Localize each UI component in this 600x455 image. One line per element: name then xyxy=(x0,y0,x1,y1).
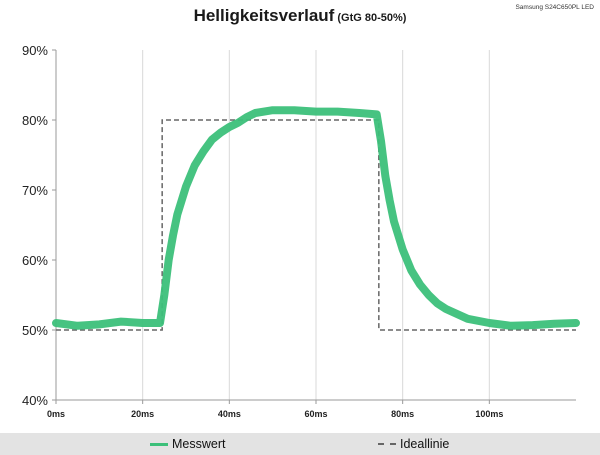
series-line-messwert xyxy=(52,106,580,330)
legend-label-messwert: Messwert xyxy=(172,437,226,451)
legend: Messwert Ideallinie xyxy=(0,433,600,455)
chart-title-block: Helligkeitsverlauf (GtG 80-50%) xyxy=(0,6,600,26)
chart-subtitle: (GtG 80-50%) xyxy=(337,12,407,24)
chart-plot: 40% 50% 60% 70% 80% 90% 0ms 20ms 40ms 60ms 80ms 100… xyxy=(22,43,580,419)
y-tick-label: 40% xyxy=(22,393,48,408)
x-tick-label: 20ms xyxy=(131,409,154,419)
legend-item-messwert: Messwert xyxy=(150,435,225,453)
y-tick-label: 80% xyxy=(22,113,48,128)
y-tick-label: 70% xyxy=(22,183,48,198)
y-tick-label: 50% xyxy=(22,323,48,338)
legend-label-ideallinie: Ideallinie xyxy=(400,437,450,451)
series-line-ideallinie xyxy=(56,119,576,331)
y-tick-label: 90% xyxy=(22,43,48,58)
legend-swatch-messwert xyxy=(150,442,168,446)
legend-swatch-ideallinie xyxy=(378,443,396,445)
x-tick-label: 40ms xyxy=(218,409,241,419)
x-tick-label: 60ms xyxy=(304,409,327,419)
x-tick-label: 100ms xyxy=(475,409,503,419)
legend-item-ideallinie: Ideallinie xyxy=(378,435,449,453)
x-tick-label: 80ms xyxy=(391,409,414,419)
x-tick-label: 0ms xyxy=(47,409,65,419)
monitor-model-label: Samsung S24C650PL LED xyxy=(515,4,594,11)
chart-title: Helligkeitsverlauf xyxy=(193,6,335,25)
y-tick-label: 60% xyxy=(22,253,48,268)
